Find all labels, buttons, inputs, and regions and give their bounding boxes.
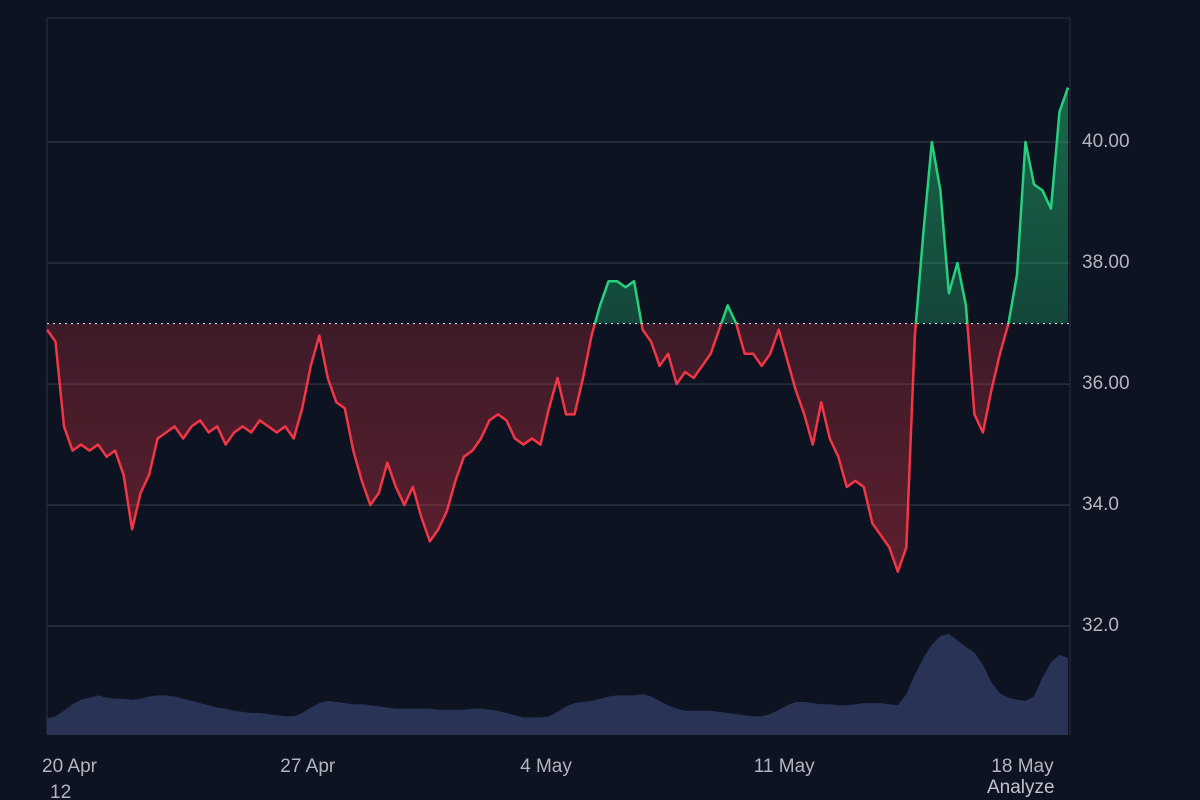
x-tick-label: 11 May: [754, 756, 815, 777]
y-tick-label: 38.00: [1082, 252, 1130, 273]
annotation: Analyze: [987, 777, 1055, 798]
volume-area: [47, 633, 1068, 735]
x-tick-label: 4 May: [520, 756, 572, 777]
y-tick-label: 36.00: [1082, 373, 1130, 394]
area-below: [45, 323, 1068, 573]
area-above: [593, 87, 1070, 324]
line: [45, 323, 1010, 573]
x-tick-label: 20 Apr: [42, 756, 98, 777]
area-fill: [47, 323, 1068, 572]
annotation: 12: [50, 782, 71, 800]
y-tick-label: 34.0: [1082, 494, 1119, 515]
y-tick-label: 32.0: [1082, 615, 1119, 636]
area-fill: [594, 87, 1068, 324]
x-tick-label: 18 May: [991, 756, 1054, 777]
y-tick-label: 40.00: [1082, 131, 1130, 152]
x-tick-label: 27 Apr: [280, 756, 336, 777]
